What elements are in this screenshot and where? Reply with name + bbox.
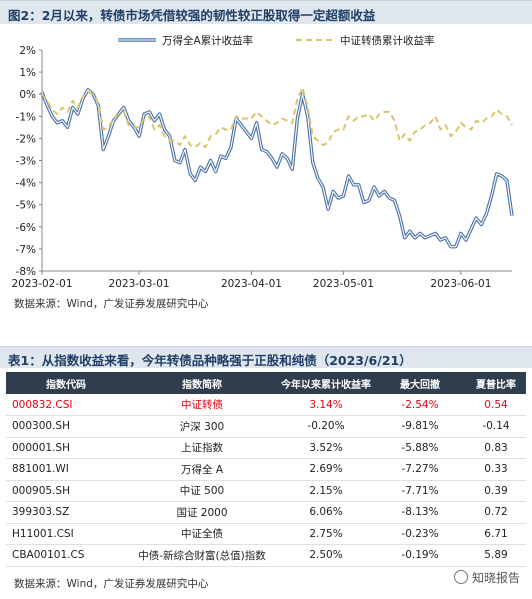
cell-max-drawdown: -9.81% — [374, 415, 466, 438]
col-header-ytd: 今年以来累计收益率 — [278, 372, 374, 394]
cell-name: 沪深 300 — [126, 415, 278, 438]
cell-name: 中证全债 — [126, 523, 278, 545]
cell-max-drawdown: -0.23% — [374, 523, 466, 545]
y-tick-label: -1% — [16, 111, 36, 123]
cell-max-drawdown: -2.54% — [374, 394, 466, 416]
y-tick-label: -2% — [16, 133, 36, 145]
cell-ytd: 6.06% — [278, 501, 374, 524]
watermark-text: 知晓报告 — [471, 571, 520, 585]
cell-sharpe: 5.89 — [466, 544, 526, 567]
col-header-max-drawdown: 最大回撤 — [374, 372, 466, 394]
series-line-csi-cb — [41, 86, 513, 149]
cell-code: H11001.CSI — [6, 523, 126, 545]
cell-sharpe: 0.39 — [466, 480, 526, 502]
figure-source: 数据来源：Wind，广发证券发展研究中心 — [14, 298, 209, 310]
cell-max-drawdown: -7.27% — [374, 458, 466, 481]
figure-title: 图2：2月以来，转债市场凭借较强的韧性较正股取得一定超额收益 — [8, 8, 376, 23]
legend-label: 中证转债累计收益率 — [340, 34, 435, 47]
series-line-wind-a-inner — [41, 89, 513, 248]
x-tick-label: 2023-04-01 — [221, 278, 282, 288]
cell-sharpe: 0.72 — [466, 501, 526, 524]
y-tick-label: -5% — [16, 200, 36, 212]
table-row: 399303.SZ 国证 2000 6.06% -8.13% 0.72 — [6, 501, 526, 524]
cell-max-drawdown: -7.71% — [374, 480, 466, 502]
cell-ytd: 2.75% — [278, 523, 374, 545]
cell-sharpe: 0.83 — [466, 437, 526, 459]
table-source: 数据来源：Wind，广发证券发展研究中心 — [14, 578, 209, 590]
col-header-sharpe: 夏普比率 — [466, 372, 526, 394]
col-header-code: 指数代码 — [6, 372, 126, 394]
table-row: 000832.CSI 中证转债 3.14% -2.54% 0.54 — [6, 394, 526, 416]
cell-name: 中债-新综合财富(总值)指数 — [126, 544, 278, 567]
x-tick-label: 2023-06-01 — [430, 278, 491, 288]
table-header-row: 指数代码 指数简称 今年以来累计收益率 最大回撤 夏普比率 — [6, 372, 526, 394]
y-tick-label: -7% — [16, 244, 36, 256]
y-tick-label: 2% — [19, 45, 36, 57]
y-tick-label: -4% — [16, 178, 36, 190]
cell-name: 国证 2000 — [126, 501, 278, 524]
cell-name: 上证指数 — [126, 437, 278, 459]
cell-code: CBA00101.CS — [6, 544, 126, 567]
cell-sharpe: 0.33 — [466, 458, 526, 481]
cell-code: 881001.WI — [6, 458, 126, 481]
cell-name: 中证转债 — [126, 394, 278, 416]
col-header-name: 指数简称 — [126, 372, 278, 394]
table-row: 000300.SH 沪深 300 -0.20% -9.81% -0.14 — [6, 415, 526, 438]
cell-ytd: 3.14% — [278, 394, 374, 416]
table-title: 表1：从指数收益来看，今年转债品种略强于正股和纯债（2023/6/21） — [8, 353, 412, 368]
cell-sharpe: -0.14 — [466, 415, 526, 438]
cell-name: 中证 500 — [126, 480, 278, 502]
table-row: H11001.CSI 中证全债 2.75% -0.23% 6.71 — [6, 523, 526, 545]
x-tick-label: 2023-05-01 — [313, 278, 374, 288]
cell-ytd: 3.52% — [278, 437, 374, 459]
cell-code: 000001.SH — [6, 437, 126, 459]
cell-ytd: 2.69% — [278, 458, 374, 481]
series-line-wind-a — [40, 88, 514, 249]
cell-ytd: 2.50% — [278, 544, 374, 567]
cell-sharpe: 6.71 — [466, 523, 526, 545]
table-header: 表1：从指数收益来看，今年转债品种略强于正股和纯债（2023/6/21） — [0, 346, 532, 368]
table-row: 000905.SH 中证 500 2.15% -7.71% 0.39 — [6, 480, 526, 502]
x-tick-label: 2023-02-01 — [11, 278, 72, 288]
y-tick-label: -8% — [16, 266, 36, 278]
legend-label: 万得全A累计收益率 — [162, 34, 253, 47]
table-row: CBA00101.CS 中债-新综合财富(总值)指数 2.50% -0.19% 5.89 — [6, 544, 526, 567]
table-row: 881001.WI 万得全 A 2.69% -7.27% 0.33 — [6, 458, 526, 481]
cell-max-drawdown: -5.88% — [374, 437, 466, 459]
wechat-icon — [453, 570, 468, 584]
cell-code: 000905.SH — [6, 480, 126, 502]
y-tick-label: 0% — [19, 89, 36, 101]
cell-name: 万得全 A — [126, 458, 278, 481]
y-tick-label: -3% — [16, 156, 36, 168]
table-row: 000001.SH 上证指数 3.52% -5.88% 0.83 — [6, 437, 526, 459]
y-tick-label: 1% — [19, 67, 36, 79]
line-chart: 2% 1% 0% -1% -2% -3% -4% -5% -6% -7% -8%2023-02-01… — [11, 34, 514, 288]
y-tick-label: -6% — [16, 222, 36, 234]
cell-ytd: -0.20% — [278, 415, 374, 438]
cell-ytd: 2.15% — [278, 480, 374, 502]
figure-header: 图2：2月以来，转债市场凭借较强的韧性较正股取得一定超额收益 — [0, 0, 532, 24]
index-table: 指数代码 指数简称 今年以来累计收益率 最大回撤 夏普比率 000832.CSI… — [6, 372, 526, 567]
cell-max-drawdown: -8.13% — [374, 501, 466, 524]
cell-code: 399303.SZ — [6, 501, 126, 524]
x-tick-label: 2023-03-01 — [109, 278, 170, 288]
cell-code: 000832.CSI — [6, 394, 126, 416]
cell-code: 000300.SH — [6, 415, 126, 438]
watermark: 知晓报告 — [449, 568, 524, 587]
cell-sharpe: 0.54 — [466, 394, 526, 416]
cell-max-drawdown: -0.19% — [374, 544, 466, 567]
